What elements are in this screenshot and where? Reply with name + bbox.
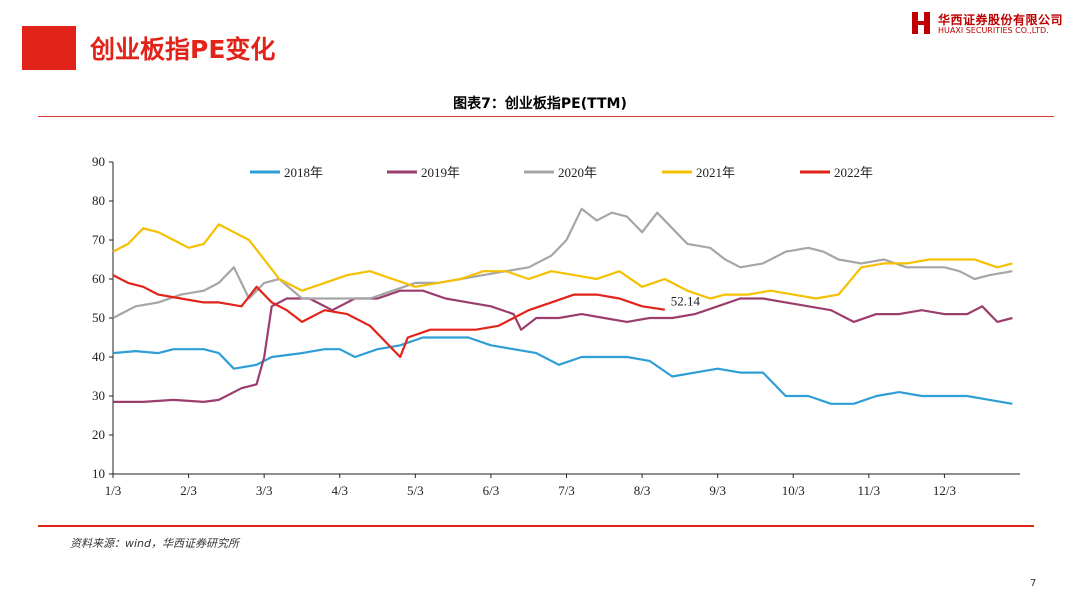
legend-label-2: 2020年: [558, 165, 597, 180]
x-tick-label-8: 9/3: [709, 483, 726, 498]
legend-label-4: 2022年: [834, 165, 873, 180]
x-tick-label-9: 10/3: [782, 483, 805, 498]
series-line-2: [112, 207, 1013, 319]
page-title: 创业板指PE变化: [90, 35, 276, 64]
x-tick-label-11: 12/3: [933, 483, 956, 498]
title-accent-block: [22, 26, 76, 70]
y-tick-label-2: 30: [92, 388, 105, 403]
source-note: 资料来源：wind，华西证券研究所: [70, 537, 240, 550]
logo-company-name-en: HUAXI SECURITIES CO.,LTD.: [938, 26, 1049, 35]
page-number: 7: [1030, 578, 1037, 589]
y-tick-label-0: 10: [92, 466, 105, 481]
y-tick-label-1: 20: [92, 427, 105, 442]
x-tick-label-4: 5/3: [407, 483, 424, 498]
legend-label-3: 2021年: [696, 165, 735, 180]
legend-label-0: 2018年: [284, 165, 323, 180]
x-tick-label-7: 8/3: [634, 483, 651, 498]
legend-label-1: 2019年: [421, 165, 460, 180]
x-tick-label-0: 1/3: [105, 483, 122, 498]
x-tick-label-3: 4/3: [331, 483, 348, 498]
x-tick-label-2: 3/3: [256, 483, 273, 498]
series-line-0: [112, 336, 1013, 405]
y-tick-label-8: 90: [92, 154, 105, 169]
series-line-4: [112, 274, 665, 359]
footer-divider: [38, 525, 1034, 527]
x-tick-label-1: 2/3: [180, 483, 197, 498]
series-line-1: [113, 289, 1013, 403]
y-tick-label-7: 80: [92, 193, 105, 208]
y-tick-label-4: 50: [92, 310, 105, 325]
y-tick-label-6: 70: [92, 232, 105, 247]
logo-mark-icon: [912, 12, 930, 34]
y-tick-label-5: 60: [92, 271, 105, 286]
chart-title: 图表7：创业板指PE(TTM): [453, 96, 627, 112]
series-line-3: [112, 223, 1013, 300]
logo-company-name-cn: 华西证券股份有限公司: [938, 13, 1064, 27]
x-tick-label-5: 6/3: [483, 483, 500, 498]
x-tick-label-10: 11/3: [858, 483, 881, 498]
y-tick-label-3: 40: [92, 349, 105, 364]
company-logo: 华西证券股份有限公司 HUAXI SECURITIES CO.,LTD.: [912, 10, 1072, 40]
end-value-label: 52.14: [671, 294, 701, 309]
x-tick-label-6: 7/3: [558, 483, 575, 498]
title-divider: [38, 116, 1054, 117]
